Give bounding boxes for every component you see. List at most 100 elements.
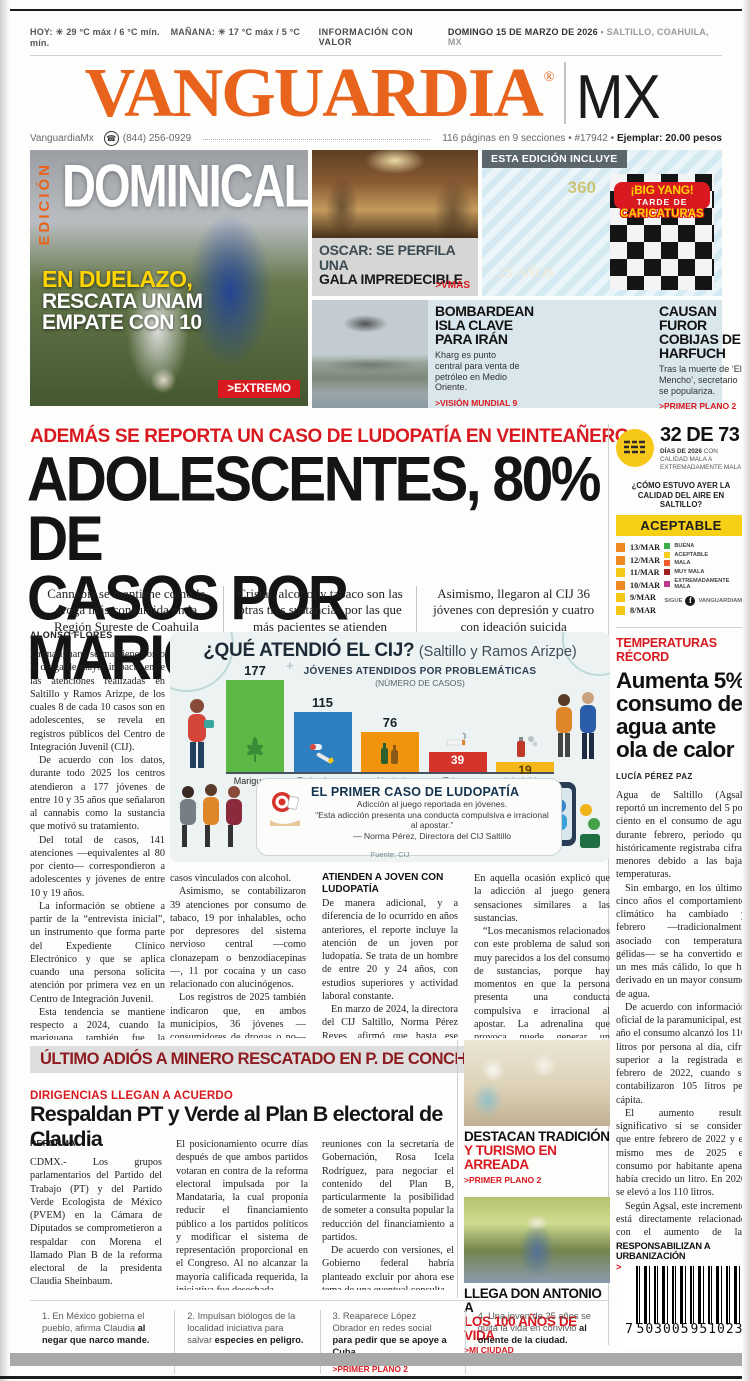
air-day-row: 13/MAR <box>616 543 664 553</box>
air-legend-swatch <box>664 560 671 567</box>
price: Ejemplar: 20.00 pesos <box>616 133 722 144</box>
bottom-teasers: DESTACAN TRADICIÓN Y TURISMO EN ARREADA … <box>464 1040 610 1355</box>
ludopatia-line2: “Esta adicción presenta una conducta com… <box>315 809 549 831</box>
footer-item-3: 3. Reaparece López Obrador en redes soci… <box>319 1310 465 1375</box>
paragraph: CDMX.- Los grupos parlamentarios del Par… <box>30 1157 162 1288</box>
edition-details: 116 páginas en 9 secciones • #17942 • Ej… <box>442 133 722 144</box>
paragraph: De acuerdo con versiones, el Gobierno fe… <box>322 1245 454 1290</box>
air-days-desc: DÍAS DE 2026 CON CALIDAD MALA A EXTREMAD… <box>660 448 742 472</box>
date: DOMINGO 15 DE MARZO DE 2026 <box>447 27 598 37</box>
registered-mark: ® <box>543 70 555 85</box>
footer-text: 2. Impulsan biólogos de la localidad ini… <box>187 1311 304 1346</box>
paragraph: En un comunicado conjunto, las tres banc… <box>30 1289 162 1291</box>
masthead: VANGUARDIA ® MX <box>30 46 722 129</box>
barcode-group1: 503005 <box>636 1322 690 1337</box>
place: SALTILLO, COAHUILA, MX <box>447 27 709 47</box>
ludopatia-line1: Adicción al juego reportada en jóvenes. <box>356 799 508 809</box>
air-day-swatch <box>616 568 625 578</box>
paragraph: Asimismo, se contabilizaron 39 atencione… <box>170 886 306 990</box>
follow-handle: VANGUARDIAMX <box>698 597 746 604</box>
paragraph: Los registros de 2025 también indicaron … <box>170 992 306 1038</box>
water-headline: Aumenta 5% consumo de agua ante ola de c… <box>616 668 746 763</box>
cij-infographic: + ::::: ¿QUÉ ATENDIÓ EL CIJ? (Saltillo y… <box>170 632 610 862</box>
air-legend-label: EXTREMADAMENTE MALA <box>674 577 730 590</box>
antonio-headline-red: LOS 100 AÑOS DE VIDA <box>464 1313 577 1344</box>
bar-tabaco: 39 <box>428 731 487 772</box>
politics-col-1: REFORMA CDMX.- Los grupos parlamentarios… <box>30 1138 162 1290</box>
cigarette-icon <box>446 732 466 746</box>
dominical-headline-highlight: EN DUELAZO, <box>42 266 193 292</box>
bar-value: 76 <box>382 715 398 730</box>
air-quality-stat: 32 DE 73 DÍAS DE 2026 CON CALIDAD MALA A… <box>660 424 742 472</box>
dominical-headline-line2: RESCATA UNAM <box>42 290 203 313</box>
air-status-badge: ACEPTABLE <box>616 515 746 537</box>
whatsapp-icon: ☎ <box>103 131 119 146</box>
air-legend-label: MUY MALA <box>674 568 705 575</box>
air-legend-row: EXTREMADAMENTE MALA <box>664 578 746 590</box>
photo-oscar-gala <box>312 150 478 238</box>
air-legend-swatch <box>664 568 671 575</box>
section-link-extremo: >EXTREMO <box>218 380 300 398</box>
ludopatia-attribution: — Norma Pérez, Directora del CIJ Saltill… <box>352 831 512 842</box>
barcode: 7 503005 951023 <box>622 1262 744 1348</box>
dominical-title: DOMINICAL <box>62 151 308 220</box>
section-link-vmas: >VMÁS <box>435 280 470 291</box>
air-day-label: 13/MAR <box>630 543 661 553</box>
follow-row: SIGUE f VANGUARDIAMX <box>664 595 746 606</box>
today-value: 29 °C máx / 6 °C mín. <box>66 27 160 37</box>
edition-info: 116 páginas en 9 secciones <box>442 133 566 144</box>
politics-kicker: DIRIGENCIAS LLEGAN A ACUERDO <box>30 1090 234 1102</box>
politics-byline: REFORMA <box>30 1138 76 1148</box>
air-detail: 13/MAR 12/MAR 11/MAR 10/MAR 9/MAR 8/MAR … <box>616 543 746 618</box>
lead-kicker: ADEMÁS SE REPORTA UN CASO DE LUDOPATÍA E… <box>30 426 630 447</box>
air-legend-row: ACEPTABLE <box>664 551 746 558</box>
decorative-plus: + <box>286 658 294 673</box>
chart-source: Fuente: CIJ <box>370 850 410 859</box>
air-day-label: 11/MAR <box>630 568 660 578</box>
air-day-list: 13/MAR 12/MAR 11/MAR 10/MAR 9/MAR 8/MAR <box>616 543 664 618</box>
illustration-person-left <box>188 699 214 768</box>
iran-headline: BOMBARDEAN ISLA CLAVE PARA IRÁN <box>435 303 534 347</box>
air-day-swatch <box>616 580 625 590</box>
bar <box>293 712 352 772</box>
air-day-swatch <box>616 555 625 565</box>
water-kicker: TEMPERATURAS RÉCORD <box>616 636 717 665</box>
edition-includes-panel: ESTA EDICIÓN INCLUYE 360 25 AÑOS ¡BIG YA… <box>482 150 722 296</box>
air-legend-label: ACEPTABLE <box>674 551 709 558</box>
bigyang-subtitle: TARDE DE <box>636 197 688 207</box>
iran-deck: Kharg es punto central para venta de pet… <box>435 350 520 393</box>
photo-arreada <box>464 1040 610 1126</box>
bar-value: 115 <box>312 695 333 710</box>
magazine-cover-bigyang: ¡BIG YANG! TARDE DE CARICATURAS <box>610 174 714 290</box>
weather-info: HOY: ☀ 29 °C máx / 6 °C mín. MAÑANA: ☀ 1… <box>30 27 319 48</box>
photo-kharg-island <box>312 300 428 408</box>
photo-harfuch-blanket <box>530 300 652 408</box>
barcode-lead-digit: 7 <box>625 1322 633 1337</box>
paragraph: La información se obtiene a partir de la… <box>30 900 165 1005</box>
politics-headline: Respaldan PT y Verde al Plan B electoral… <box>30 1102 443 1151</box>
dominical-promo: DOMINICAL EDICIÓN EN DUELAZO, RESCATA UN… <box>30 150 308 406</box>
oscar-headline: OSCAR: SE PERFILA UNA GALA IMPREDECIBLE <box>312 238 478 287</box>
water-article-body: Agua de Saltillo (Agsal) reportó un incr… <box>616 789 746 1237</box>
tomorrow-label: MAÑANA: <box>170 27 215 37</box>
air-day-swatch <box>616 593 625 603</box>
lead-deck-1: Cannabis se mantiene como la droga más c… <box>47 586 206 634</box>
air-legend-row: BUENA <box>664 543 746 550</box>
bar-inhalables: 19 <box>496 733 554 777</box>
sun-icon: ☀ <box>217 27 226 37</box>
paragraph: De manera adicional, y a diferencia de l… <box>322 898 458 1002</box>
bar-chart-plot: 177 115 <box>226 663 554 777</box>
dominical-edition-label: EDICIÓN <box>36 162 53 246</box>
social-handle: VanguardiaMx <box>30 133 94 144</box>
air-day-row: 11/MAR <box>616 568 664 578</box>
section-link-vision-mundial: >VISIÓN MUNDIAL 9 <box>435 398 518 409</box>
air-day-row: 8/MAR <box>616 605 664 615</box>
infographic-title: ¿QUÉ ATENDIÓ EL CIJ? (Saltillo y Ramos A… <box>170 640 610 662</box>
air-legend-label: MALA <box>674 560 691 567</box>
separator: • <box>600 27 604 37</box>
bar <box>226 680 284 772</box>
paragraph: Agua de Saltillo (Agsal) reportó un incr… <box>616 789 746 881</box>
lead-article-col-4: En aquella ocasión explicó que la adicci… <box>474 872 610 1038</box>
bar-value: 177 <box>244 663 266 678</box>
air-day-label: 12/MAR <box>630 555 661 565</box>
